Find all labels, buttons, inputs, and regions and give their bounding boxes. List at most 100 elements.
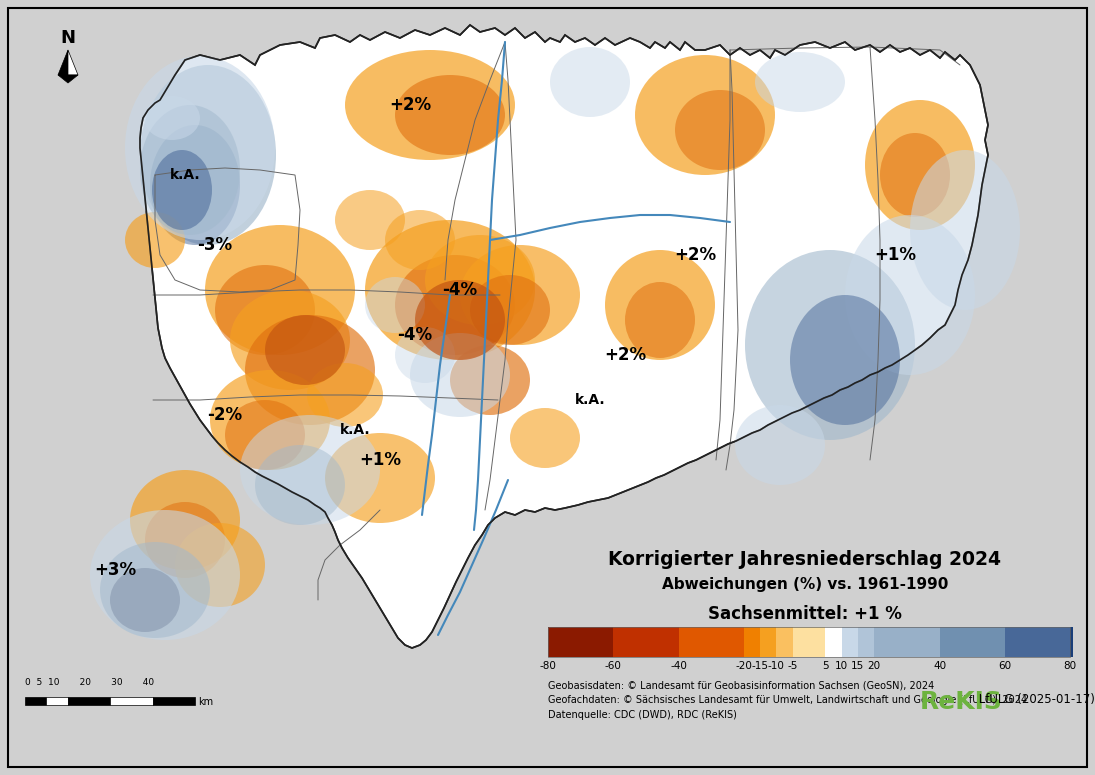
- Text: Geobasisdaten: © Landesamt für Geobasisinformation Sachsen (GeoSN), 2024: Geobasisdaten: © Landesamt für Geobasisi…: [548, 680, 934, 690]
- Ellipse shape: [410, 333, 510, 417]
- Ellipse shape: [265, 315, 345, 385]
- Ellipse shape: [450, 345, 530, 415]
- Text: 40: 40: [933, 661, 946, 671]
- Text: -40: -40: [670, 661, 687, 671]
- Bar: [110, 697, 152, 705]
- Text: ReKIS: ReKIS: [920, 690, 1003, 714]
- Bar: [1005, 627, 1070, 657]
- Ellipse shape: [130, 470, 240, 570]
- Text: Geofachdaten: © Sächsisches Landesamt für Umwelt, Landwirtschaft und Geologie (L: Geofachdaten: © Sächsisches Landesamt fü…: [548, 695, 1027, 705]
- Ellipse shape: [606, 250, 715, 360]
- Text: -3%: -3%: [197, 236, 232, 254]
- Ellipse shape: [230, 290, 350, 390]
- Text: -20: -20: [736, 661, 752, 671]
- Text: +2%: +2%: [389, 96, 431, 114]
- Bar: [826, 627, 842, 657]
- Text: +1%: +1%: [359, 451, 401, 469]
- Text: -10: -10: [768, 661, 785, 671]
- Ellipse shape: [205, 225, 355, 355]
- Bar: [793, 627, 826, 657]
- Bar: [548, 627, 613, 657]
- Ellipse shape: [460, 245, 580, 345]
- Ellipse shape: [550, 47, 630, 117]
- Text: -4%: -4%: [397, 326, 433, 344]
- Text: k.A.: k.A.: [339, 423, 370, 437]
- Ellipse shape: [425, 235, 535, 325]
- Text: +2%: +2%: [673, 246, 716, 264]
- Ellipse shape: [395, 75, 505, 155]
- Ellipse shape: [215, 265, 315, 355]
- Text: Datenquelle: CDC (DWD), RDC (ReKIS): Datenquelle: CDC (DWD), RDC (ReKIS): [548, 710, 737, 720]
- Polygon shape: [58, 50, 68, 75]
- Ellipse shape: [90, 510, 240, 640]
- Ellipse shape: [365, 220, 535, 360]
- Text: 5: 5: [822, 661, 829, 671]
- Ellipse shape: [245, 315, 374, 425]
- Bar: [744, 627, 760, 657]
- Text: N: N: [60, 29, 76, 47]
- Text: 20: 20: [867, 661, 880, 671]
- Ellipse shape: [152, 150, 212, 230]
- Ellipse shape: [140, 105, 240, 235]
- Text: 10: 10: [835, 661, 849, 671]
- Ellipse shape: [175, 523, 265, 607]
- Ellipse shape: [470, 275, 550, 345]
- Bar: [858, 627, 874, 657]
- Text: Abweichungen (%) vs. 1961-1990: Abweichungen (%) vs. 1961-1990: [661, 577, 948, 592]
- Ellipse shape: [789, 295, 900, 425]
- Ellipse shape: [240, 415, 380, 525]
- Text: +2%: +2%: [604, 346, 646, 364]
- Ellipse shape: [385, 210, 456, 270]
- Bar: [842, 627, 858, 657]
- Text: Korrigierter Jahresniederschlag 2024: Korrigierter Jahresniederschlag 2024: [609, 550, 1002, 569]
- Ellipse shape: [150, 125, 240, 245]
- Text: -2%: -2%: [207, 406, 243, 424]
- Bar: [538, 510, 1073, 745]
- Text: -5: -5: [787, 661, 798, 671]
- Polygon shape: [68, 50, 78, 75]
- Bar: [760, 627, 776, 657]
- Text: +3%: +3%: [94, 561, 136, 579]
- Text: -4%: -4%: [442, 281, 477, 299]
- Ellipse shape: [365, 277, 425, 333]
- Ellipse shape: [865, 100, 975, 230]
- Ellipse shape: [145, 96, 200, 140]
- Bar: [940, 627, 1005, 657]
- Ellipse shape: [125, 56, 275, 240]
- Text: 15: 15: [851, 661, 865, 671]
- Ellipse shape: [224, 400, 306, 470]
- Ellipse shape: [210, 370, 330, 470]
- Text: 80: 80: [1063, 661, 1076, 671]
- Text: k.A.: k.A.: [170, 168, 200, 182]
- Text: +1%: +1%: [874, 246, 917, 264]
- Ellipse shape: [345, 50, 515, 160]
- Ellipse shape: [910, 150, 1021, 310]
- Ellipse shape: [325, 433, 435, 523]
- Ellipse shape: [125, 212, 185, 268]
- Polygon shape: [140, 25, 988, 648]
- Ellipse shape: [145, 502, 224, 578]
- Ellipse shape: [255, 445, 345, 525]
- Bar: [1070, 627, 1073, 657]
- Ellipse shape: [307, 363, 383, 427]
- Ellipse shape: [625, 282, 695, 358]
- Text: km: km: [198, 697, 214, 707]
- Ellipse shape: [675, 90, 765, 170]
- Bar: [613, 627, 679, 657]
- Bar: [152, 697, 195, 705]
- Ellipse shape: [415, 280, 505, 360]
- Text: 0  5  10       20       30       40: 0 5 10 20 30 40: [25, 678, 154, 687]
- Bar: [776, 627, 793, 657]
- Text: Sachsenmittel: +1 %: Sachsenmittel: +1 %: [708, 605, 902, 623]
- Ellipse shape: [845, 215, 975, 375]
- Ellipse shape: [110, 568, 180, 632]
- Text: k.A.: k.A.: [575, 393, 606, 407]
- Ellipse shape: [395, 255, 515, 355]
- Text: -15: -15: [751, 661, 769, 671]
- Bar: [25, 697, 46, 705]
- Ellipse shape: [754, 52, 845, 112]
- Ellipse shape: [140, 65, 276, 245]
- Bar: [874, 627, 940, 657]
- Ellipse shape: [735, 405, 825, 485]
- Ellipse shape: [395, 327, 456, 383]
